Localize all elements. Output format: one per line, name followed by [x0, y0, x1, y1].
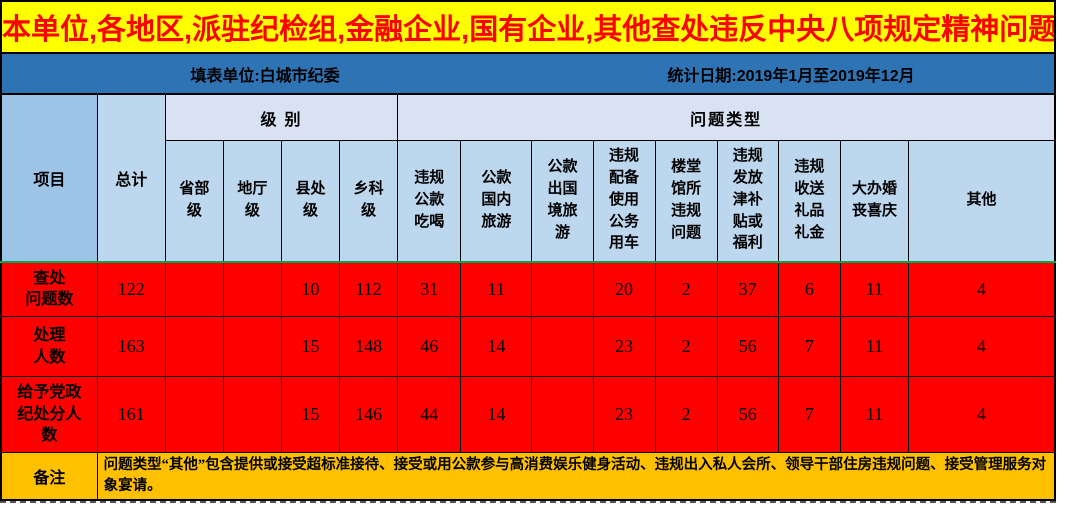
- cell-value: 7: [777, 316, 841, 377]
- header-other: 其他: [908, 140, 1056, 262]
- header-domestic-travel: 公款 国内 旅游: [460, 140, 533, 262]
- header-prefecture-level: 地厅 级: [222, 140, 282, 262]
- cell-value: [222, 376, 282, 453]
- header-official-vehicles: 违规 配备 使用 公务 用车: [592, 140, 656, 262]
- cell-value: [164, 260, 224, 317]
- cell-value: 14: [460, 316, 533, 377]
- header-illegal-allowances: 违规 发放 津补 贴或 福利: [716, 140, 779, 262]
- table-row-party-discipline: 给予党政 纪处分人 数 161 15 146 44 14 23 2 56 7 1…: [0, 376, 1056, 453]
- cell-total: 161: [96, 376, 166, 453]
- cell-value: 6: [777, 260, 841, 317]
- cell-total: 122: [96, 260, 166, 317]
- info-bar: 填表单位:白城市纪委 统计日期:2019年1月至2019年12月: [0, 52, 1056, 95]
- cell-value: 23: [592, 316, 656, 377]
- page-title: 本单位,各地区,派驻纪检组,金融企业,国有企业,其他查处违反中央八项规定精神问题…: [2, 14, 1055, 46]
- title-cell: 本单位,各地区,派驻纪检组,金融企业,国有企业,其他查处违反中央八项规定精神问题…: [0, 0, 1056, 54]
- statistics-date-label: 统计日期:2019年1月至2019年12月: [667, 67, 915, 85]
- header-gifts-money: 违规 收送 礼品 礼金: [777, 140, 841, 262]
- monthly-report-table: 本单位,各地区,派驻纪检组,金融企业,国有企业,其他查处违反中央八项规定精神问题…: [0, 0, 1056, 502]
- cell-value: 23: [592, 376, 656, 453]
- cell-value: [531, 260, 594, 317]
- cell-value: 10: [280, 260, 341, 317]
- header-county-level: 县处 级: [280, 140, 341, 262]
- cell-value: 2: [654, 260, 718, 317]
- cell-value: 20: [592, 260, 656, 317]
- header-township-level: 乡科 级: [339, 140, 399, 262]
- cell-value: 37: [716, 260, 779, 317]
- cell-value: 11: [839, 316, 910, 377]
- cell-value: 11: [839, 260, 910, 317]
- cell-value: 148: [339, 316, 399, 377]
- cell-value: [222, 316, 282, 377]
- cell-value: 15: [280, 316, 341, 377]
- cell-value: 15: [280, 376, 341, 453]
- cell-value: 46: [397, 316, 462, 377]
- cell-value: 2: [654, 376, 718, 453]
- row-label-problems-found: 查处 问题数: [0, 260, 98, 317]
- info-bar-row: 填表单位:白城市纪委 统计日期:2019年1月至2019年12月: [0, 52, 1056, 95]
- header-total: 总计: [96, 93, 166, 262]
- cell-value: 4: [908, 316, 1056, 377]
- header-overseas-travel: 公款 出国 境旅 游: [531, 140, 594, 262]
- header-group-level: 级 别: [164, 93, 399, 141]
- cell-value: 11: [460, 260, 533, 317]
- page-break-line: [0, 501, 1056, 504]
- header-weddings-funerals: 大办婚 丧喜庆: [839, 140, 910, 262]
- cell-value: [222, 260, 282, 317]
- header-buildings-violation: 楼堂 馆所 违规 问题: [654, 140, 718, 262]
- cell-value: 4: [908, 260, 1056, 317]
- cell-value: 4: [908, 376, 1056, 453]
- cell-value: [164, 316, 224, 377]
- table-row-people-handled: 处理 人数 163 15 148 46 14 23 2 56 7 11 4: [0, 316, 1056, 377]
- cell-value: 2: [654, 316, 718, 377]
- remark-text: 问题类型“其他”包含提供或接受超标准接待、接受或用公款参与高消费娱乐健身活动、违…: [96, 452, 1056, 501]
- cell-value: 56: [716, 376, 779, 453]
- cell-total: 163: [96, 316, 166, 377]
- row-label-people-handled: 处理 人数: [0, 316, 98, 377]
- cell-value: 14: [460, 376, 533, 453]
- header-illegal-dining: 违规 公款 吃喝: [397, 140, 462, 262]
- cell-value: [531, 376, 594, 453]
- row-label-party-discipline: 给予党政 纪处分人 数: [0, 376, 98, 453]
- cell-value: 11: [839, 376, 910, 453]
- table-row-problems-found: 查处 问题数 122 10 112 31 11 20 2 37 6 11 4: [0, 260, 1056, 317]
- cell-value: [164, 376, 224, 453]
- cell-value: 112: [339, 260, 399, 317]
- cell-value: [531, 316, 594, 377]
- remark-row: 备注 问题类型“其他”包含提供或接受超标准接待、接受或用公款参与高消费娱乐健身活…: [0, 452, 1056, 501]
- filling-unit-label: 填表单位:白城市纪委: [190, 67, 340, 85]
- cell-value: 31: [397, 260, 462, 317]
- header-group-problem-type: 问题类型: [397, 93, 1056, 141]
- cell-value: 146: [339, 376, 399, 453]
- header-provincial-level: 省部 级: [164, 140, 224, 262]
- title-row: 本单位,各地区,派驻纪检组,金融企业,国有企业,其他查处违反中央八项规定精神问题…: [0, 0, 1056, 54]
- header-project: 项目: [0, 93, 98, 262]
- header-group-row: 项目 总计 级 别 问题类型: [0, 93, 1056, 262]
- cell-value: 56: [716, 316, 779, 377]
- remark-label: 备注: [0, 452, 98, 501]
- cell-value: 44: [397, 376, 462, 453]
- cell-value: 7: [777, 376, 841, 453]
- header-sub-row: 省部 级 地厅 级 县处 级 乡科 级 违规 公款 吃喝 公款 国内 旅游 公款…: [1, 140, 1056, 262]
